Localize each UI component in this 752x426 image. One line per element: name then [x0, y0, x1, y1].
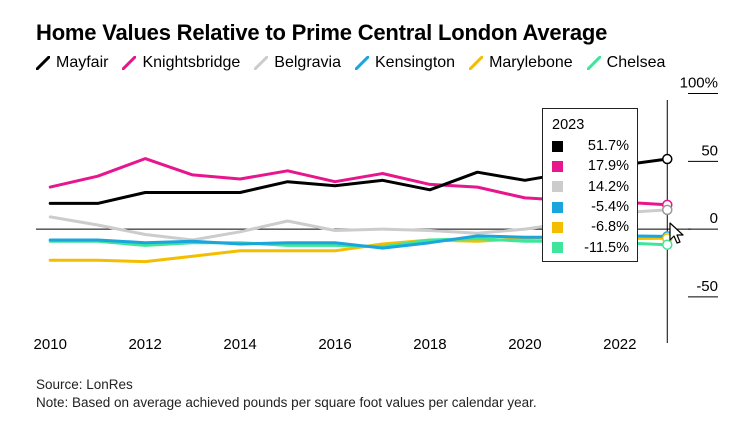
hover-point-belgravia — [662, 204, 673, 216]
legend-item-knightsbridge[interactable]: Knightsbridge — [122, 54, 240, 72]
y-tick-label: 100% — [680, 75, 718, 92]
legend-item-kensington[interactable]: Kensington — [355, 54, 455, 72]
legend-item-chelsea[interactable]: Chelsea — [586, 54, 666, 72]
tooltip-swatch-icon — [552, 242, 563, 254]
tooltip-row: 14.2% — [552, 177, 629, 197]
hover-point-chelsea — [662, 239, 673, 250]
x-tick-label: 2014 — [223, 336, 256, 353]
x-tick-label: 2016 — [318, 336, 351, 353]
tooltip-value: 17.9% — [587, 158, 629, 175]
tooltip-swatch-icon — [552, 221, 563, 233]
legend-label: Knightsbridge — [142, 54, 241, 71]
legend-label: Marylebone — [489, 54, 573, 71]
legend-swatch-icon — [355, 56, 369, 70]
tooltip-swatch-icon — [552, 160, 563, 172]
legend-swatch-icon — [586, 56, 601, 70]
tooltip-value: -6.8% — [591, 219, 629, 236]
tooltip-swatch-icon — [552, 140, 563, 152]
tooltip-swatch-icon — [552, 201, 563, 213]
x-tick-label: 2012 — [128, 336, 161, 353]
tooltip-row: 51.7% — [552, 136, 629, 156]
legend-item-belgravia[interactable]: Belgravia — [254, 54, 341, 72]
tooltip-value: 51.7% — [587, 138, 629, 155]
tooltip-row: -11.5% — [552, 237, 629, 257]
tooltip-swatch-icon — [552, 181, 563, 193]
chart-legend: Mayfair Knightsbridge Belgravia Kensington M… — [36, 54, 665, 72]
x-tick-label: 2018 — [413, 336, 446, 353]
legend-label: Chelsea — [606, 54, 666, 71]
tooltip-year: 2023 — [552, 117, 585, 133]
legend-label: Belgravia — [274, 54, 341, 71]
chart-title: Home Values Relative to Prime Central Lo… — [36, 20, 608, 45]
tooltip-value: 14.2% — [587, 178, 629, 195]
legend-swatch-icon — [469, 56, 484, 70]
source-note: Source: LonRes — [36, 377, 133, 392]
tooltip-row: 17.9% — [552, 156, 629, 176]
mouse-cursor-icon — [669, 222, 684, 244]
legend-swatch-icon — [36, 56, 50, 70]
legend-item-marylebone[interactable]: Marylebone — [469, 54, 573, 72]
footnote: Note: Based on average achieved pounds p… — [36, 395, 537, 410]
legend-swatch-icon — [254, 56, 269, 70]
y-tick-label: -50 — [696, 278, 718, 295]
legend-label: Kensington — [375, 54, 456, 71]
legend-item-mayfair[interactable]: Mayfair — [36, 54, 108, 72]
y-tick-label: 50 — [701, 142, 718, 159]
x-tick-label: 2010 — [34, 336, 67, 353]
legend-swatch-icon — [122, 56, 137, 70]
tooltip-value: -11.5% — [584, 239, 629, 256]
tooltip-row: -5.4% — [552, 197, 629, 217]
x-tick-label: 2022 — [603, 336, 636, 353]
tooltip-value: -5.4% — [591, 199, 629, 216]
tooltip-row: -6.8% — [552, 217, 629, 237]
hover-point-mayfair — [662, 153, 673, 165]
hover-tooltip: 2023 51.7% 17.9% 14.2% -5.4% -6.8% -11.5% — [542, 108, 638, 262]
legend-label: Mayfair — [56, 54, 109, 71]
y-tick-label: 0 — [710, 210, 718, 227]
x-tick-label: 2020 — [508, 336, 541, 353]
